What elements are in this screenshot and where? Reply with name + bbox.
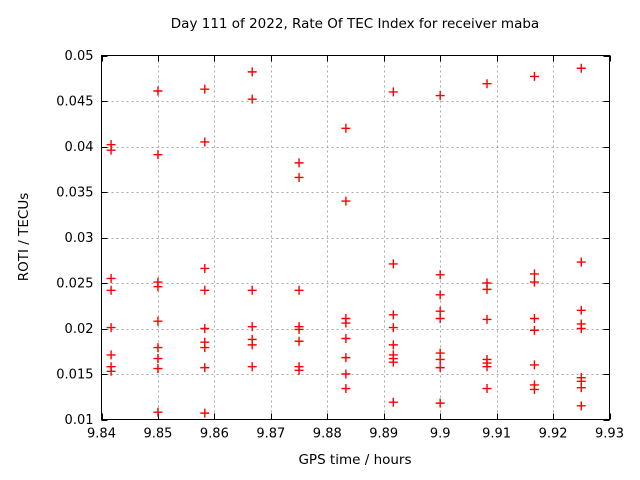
data-point-marker (153, 150, 163, 160)
data-point-marker (153, 364, 163, 374)
data-point-marker (200, 285, 210, 295)
data-point-marker (247, 322, 257, 332)
x-tick-label: 9.92 (539, 427, 568, 442)
y-tick-label: 0.01 (65, 413, 94, 428)
data-point-marker (106, 285, 116, 295)
data-point-marker (388, 357, 398, 367)
data-point-marker (435, 313, 445, 323)
data-point-marker (106, 366, 116, 376)
data-point-marker (247, 340, 257, 350)
data-point-marker (529, 71, 539, 81)
x-tick-label: 9.87 (256, 427, 285, 442)
data-point-marker (482, 314, 492, 324)
data-point-marker (153, 343, 163, 353)
data-point-marker (106, 145, 116, 155)
data-point-marker (153, 86, 163, 96)
data-point-marker (529, 269, 539, 279)
x-tick-label: 9.88 (313, 427, 342, 442)
data-point-marker (200, 263, 210, 273)
data-point-marker (200, 137, 210, 147)
plot-border (101, 55, 610, 420)
data-point-marker (200, 324, 210, 333)
x-tick-label: 9.86 (200, 427, 229, 442)
data-point-marker (200, 408, 210, 418)
data-point-marker (576, 401, 586, 411)
y-tick-label: 0.045 (56, 95, 93, 110)
data-point-marker (341, 334, 351, 344)
x-axis-label: GPS time / hours (298, 452, 412, 468)
data-point-marker (153, 407, 163, 417)
y-tick-label: 0.035 (56, 186, 93, 201)
data-point-marker (153, 316, 163, 326)
data-point-marker (200, 84, 210, 94)
data-point-marker (576, 257, 586, 267)
x-tick-label: 9.9 (430, 427, 451, 442)
x-tick-label: 9.91 (482, 427, 511, 442)
data-point-marker (106, 350, 116, 360)
data-point-marker (576, 383, 586, 393)
data-point-marker (106, 323, 116, 333)
data-point-marker (294, 285, 304, 295)
data-point-marker (341, 196, 351, 206)
data-point-marker (200, 363, 210, 373)
data-point-marker (576, 324, 586, 333)
data-point-marker (435, 363, 445, 373)
data-point-marker (247, 94, 257, 104)
data-point-marker (294, 158, 304, 168)
data-point-marker (247, 285, 257, 295)
data-point-marker (576, 63, 586, 73)
data-point-marker (529, 384, 539, 394)
x-tick-label: 9.89 (369, 427, 398, 442)
data-point-marker (200, 343, 210, 353)
x-tick-label: 9.84 (87, 427, 116, 442)
data-point-marker (247, 67, 257, 77)
y-tick-label: 0.015 (56, 368, 93, 383)
data-point-marker (294, 336, 304, 346)
x-tick-label: 9.85 (143, 427, 172, 442)
data-point-marker (341, 353, 351, 363)
data-point-marker (435, 398, 445, 408)
data-point-marker (435, 290, 445, 300)
data-point-marker (341, 384, 351, 394)
data-point-marker (294, 324, 304, 334)
data-point-marker (153, 282, 163, 292)
data-point-marker (341, 318, 351, 328)
data-point-marker (576, 305, 586, 315)
data-point-marker (341, 369, 351, 379)
y-tick-label: 0.04 (65, 140, 94, 155)
chart-title: Day 111 of 2022, Rate Of TEC Index for r… (170, 16, 540, 32)
y-tick-label: 0.05 (65, 49, 94, 64)
y-tick-label: 0.025 (56, 277, 93, 292)
data-point-marker (482, 79, 492, 89)
data-point-marker (294, 365, 304, 375)
data-point-marker (482, 384, 492, 394)
data-point-marker (388, 340, 398, 350)
data-point-marker (529, 313, 539, 323)
data-point-marker (435, 91, 445, 101)
data-point-marker (529, 360, 539, 370)
data-point-marker (388, 310, 398, 320)
data-point-marker (294, 172, 304, 182)
data-point-marker (529, 277, 539, 287)
data-point-marker (435, 354, 445, 364)
data-point-marker (482, 284, 492, 294)
data-point-marker (388, 397, 398, 407)
data-point-marker (388, 87, 398, 97)
data-point-marker (247, 362, 257, 372)
data-point-marker (435, 270, 445, 280)
data-point-marker (482, 362, 492, 372)
data-point-marker (529, 325, 539, 335)
data-point-marker (388, 323, 398, 333)
data-point-marker (388, 259, 398, 269)
y-tick-label: 0.03 (65, 231, 94, 246)
data-point-marker (106, 273, 116, 283)
x-tick-label: 9.93 (595, 427, 624, 442)
data-point-marker (341, 123, 351, 133)
data-point-marker (153, 354, 163, 364)
y-tick-label: 0.02 (65, 322, 94, 337)
